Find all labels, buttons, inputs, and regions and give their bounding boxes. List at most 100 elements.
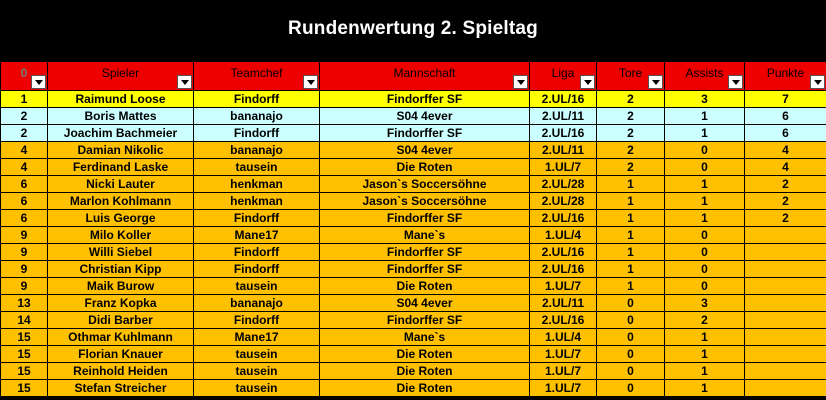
punkte-cell[interactable]: 2 xyxy=(744,209,826,227)
rank-cell[interactable]: 9 xyxy=(0,243,48,261)
liga-cell[interactable]: 2.UL/28 xyxy=(529,175,597,193)
assists-cell[interactable]: 1 xyxy=(664,107,745,125)
rank-cell[interactable]: 9 xyxy=(0,260,48,278)
tore-cell[interactable]: 1 xyxy=(596,175,665,193)
assists-cell[interactable]: 1 xyxy=(664,328,745,346)
teamchef-cell[interactable]: Findorff xyxy=(193,243,320,261)
teamchef-cell[interactable]: Mane17 xyxy=(193,226,320,244)
punkte-cell[interactable] xyxy=(744,328,826,346)
assists-cell[interactable]: 0 xyxy=(664,260,745,278)
teamchef-cell[interactable]: bananajo xyxy=(193,141,320,159)
assists-cell[interactable]: 0 xyxy=(664,226,745,244)
spieler-cell[interactable]: Milo Koller xyxy=(47,226,194,244)
filter-dropdown-punkte[interactable] xyxy=(810,75,825,89)
rank-cell[interactable]: 6 xyxy=(0,175,48,193)
mannschaft-cell[interactable]: Jason`s Soccersöhne xyxy=(319,192,530,210)
punkte-cell[interactable]: 7 xyxy=(744,90,826,108)
teamchef-cell[interactable]: Findorff xyxy=(193,209,320,227)
rank-cell[interactable]: 13 xyxy=(0,294,48,312)
mannschaft-cell[interactable]: Jason`s Soccersöhne xyxy=(319,175,530,193)
filter-dropdown-tore[interactable] xyxy=(648,75,663,89)
rank-cell[interactable]: 15 xyxy=(0,345,48,363)
punkte-cell[interactable] xyxy=(744,243,826,261)
teamchef-cell[interactable]: tausein xyxy=(193,345,320,363)
mannschaft-cell[interactable]: S04 4ever xyxy=(319,141,530,159)
punkte-cell[interactable]: 6 xyxy=(744,124,826,142)
liga-cell[interactable]: 2.UL/16 xyxy=(529,90,597,108)
rank-cell[interactable]: 9 xyxy=(0,277,48,295)
mannschaft-cell[interactable]: S04 4ever xyxy=(319,107,530,125)
rank-cell[interactable]: 4 xyxy=(0,141,48,159)
rank-cell[interactable]: 1 xyxy=(0,90,48,108)
spieler-cell[interactable]: Raimund Loose xyxy=(47,90,194,108)
spieler-cell[interactable]: Ferdinand Laske xyxy=(47,158,194,176)
liga-cell[interactable]: 2.UL/16 xyxy=(529,311,597,329)
tore-cell[interactable]: 0 xyxy=(596,345,665,363)
liga-cell[interactable]: 2.UL/16 xyxy=(529,124,597,142)
punkte-cell[interactable] xyxy=(744,260,826,278)
punkte-cell[interactable] xyxy=(744,311,826,329)
assists-cell[interactable]: 0 xyxy=(664,141,745,159)
spieler-cell[interactable]: Stefan Streicher xyxy=(47,379,194,397)
spieler-cell[interactable]: Luis George xyxy=(47,209,194,227)
spieler-cell[interactable]: Maik Burow xyxy=(47,277,194,295)
mannschaft-cell[interactable]: Die Roten xyxy=(319,379,530,397)
tore-cell[interactable]: 0 xyxy=(596,294,665,312)
liga-cell[interactable]: 2.UL/16 xyxy=(529,260,597,278)
spieler-cell[interactable]: Franz Kopka xyxy=(47,294,194,312)
spieler-cell[interactable]: Didi Barber xyxy=(47,311,194,329)
spieler-cell[interactable]: Joachim Bachmeier xyxy=(47,124,194,142)
spieler-cell[interactable]: Christian Kipp xyxy=(47,260,194,278)
punkte-cell[interactable]: 6 xyxy=(744,107,826,125)
punkte-cell[interactable] xyxy=(744,294,826,312)
tore-cell[interactable]: 0 xyxy=(596,362,665,380)
mannschaft-cell[interactable]: Findorffer SF xyxy=(319,311,530,329)
tore-cell[interactable]: 1 xyxy=(596,243,665,261)
tore-cell[interactable]: 0 xyxy=(596,311,665,329)
liga-cell[interactable]: 1.UL/4 xyxy=(529,328,597,346)
spieler-cell[interactable]: Marlon Kohlmann xyxy=(47,192,194,210)
spieler-cell[interactable]: Florian Knauer xyxy=(47,345,194,363)
assists-cell[interactable]: 1 xyxy=(664,175,745,193)
spieler-cell[interactable]: Damian Nikolic xyxy=(47,141,194,159)
assists-cell[interactable]: 1 xyxy=(664,124,745,142)
tore-cell[interactable]: 1 xyxy=(596,209,665,227)
teamchef-cell[interactable]: bananajo xyxy=(193,294,320,312)
teamchef-cell[interactable]: Findorff xyxy=(193,124,320,142)
liga-cell[interactable]: 1.UL/7 xyxy=(529,345,597,363)
assists-cell[interactable]: 0 xyxy=(664,158,745,176)
tore-cell[interactable]: 1 xyxy=(596,277,665,295)
spieler-cell[interactable]: Willi Siebel xyxy=(47,243,194,261)
assists-cell[interactable]: 1 xyxy=(664,379,745,397)
assists-cell[interactable]: 3 xyxy=(664,90,745,108)
mannschaft-cell[interactable]: Findorffer SF xyxy=(319,124,530,142)
spieler-cell[interactable]: Reinhold Heiden xyxy=(47,362,194,380)
assists-cell[interactable]: 1 xyxy=(664,345,745,363)
assists-cell[interactable]: 1 xyxy=(664,192,745,210)
mannschaft-cell[interactable]: Die Roten xyxy=(319,158,530,176)
mannschaft-cell[interactable]: Die Roten xyxy=(319,362,530,380)
mannschaft-cell[interactable]: S04 4ever xyxy=(319,294,530,312)
liga-cell[interactable]: 1.UL/7 xyxy=(529,379,597,397)
teamchef-cell[interactable]: henkman xyxy=(193,192,320,210)
mannschaft-cell[interactable]: Die Roten xyxy=(319,277,530,295)
tore-cell[interactable]: 0 xyxy=(596,379,665,397)
punkte-cell[interactable] xyxy=(744,277,826,295)
rank-cell[interactable]: 9 xyxy=(0,226,48,244)
punkte-cell[interactable]: 4 xyxy=(744,158,826,176)
punkte-cell[interactable] xyxy=(744,345,826,363)
tore-cell[interactable]: 1 xyxy=(596,226,665,244)
assists-cell[interactable]: 2 xyxy=(664,311,745,329)
mannschaft-cell[interactable]: Mane`s xyxy=(319,226,530,244)
rank-cell[interactable]: 15 xyxy=(0,328,48,346)
assists-cell[interactable]: 0 xyxy=(664,243,745,261)
tore-cell[interactable]: 2 xyxy=(596,107,665,125)
liga-cell[interactable]: 1.UL/7 xyxy=(529,158,597,176)
punkte-cell[interactable]: 2 xyxy=(744,175,826,193)
tore-cell[interactable]: 1 xyxy=(596,192,665,210)
assists-cell[interactable]: 0 xyxy=(664,277,745,295)
mannschaft-cell[interactable]: Findorffer SF xyxy=(319,260,530,278)
liga-cell[interactable]: 1.UL/4 xyxy=(529,226,597,244)
tore-cell[interactable]: 2 xyxy=(596,158,665,176)
teamchef-cell[interactable]: Findorff xyxy=(193,311,320,329)
